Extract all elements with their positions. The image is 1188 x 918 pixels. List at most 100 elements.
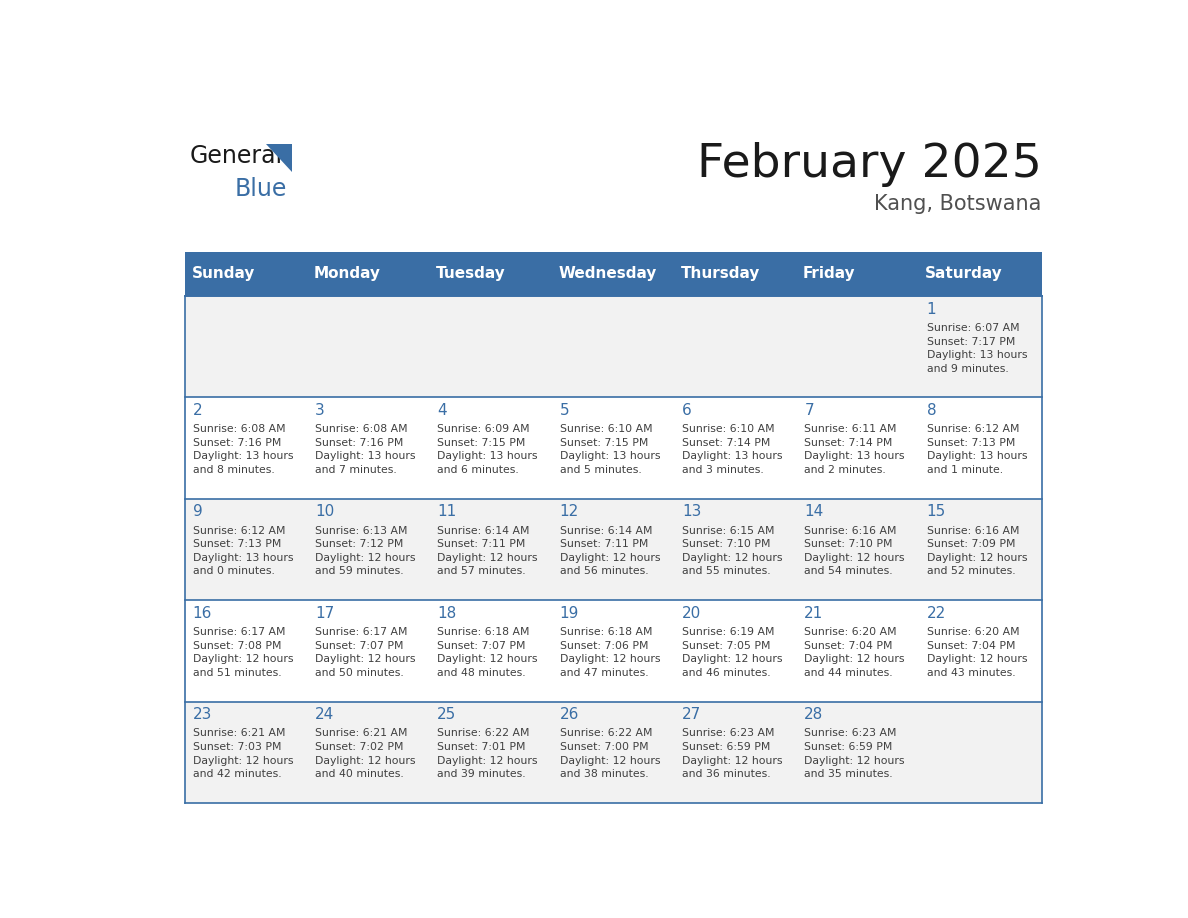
Text: 7: 7	[804, 403, 814, 418]
Text: 5: 5	[560, 403, 569, 418]
Text: General: General	[190, 144, 283, 168]
Text: 21: 21	[804, 606, 823, 621]
Bar	[308, 397, 430, 498]
Bar	[430, 701, 552, 803]
Text: 27: 27	[682, 707, 701, 722]
Text: 1: 1	[927, 302, 936, 317]
Bar	[920, 297, 1042, 397]
Text: Sunday: Sunday	[191, 266, 254, 281]
Text: Thursday: Thursday	[681, 266, 760, 281]
Bar	[675, 701, 797, 803]
Text: 22: 22	[927, 606, 946, 621]
Text: Sunrise: 6:21 AM
Sunset: 7:03 PM
Daylight: 12 hours
and 42 minutes.: Sunrise: 6:21 AM Sunset: 7:03 PM Dayligh…	[192, 728, 293, 779]
Bar	[920, 600, 1042, 701]
Bar	[675, 252, 797, 297]
Bar	[430, 600, 552, 701]
Bar	[430, 397, 552, 498]
Text: 6: 6	[682, 403, 691, 418]
Bar	[308, 600, 430, 701]
Text: Wednesday: Wednesday	[558, 266, 657, 281]
Bar	[920, 252, 1042, 297]
Text: Sunrise: 6:12 AM
Sunset: 7:13 PM
Daylight: 13 hours
and 0 minutes.: Sunrise: 6:12 AM Sunset: 7:13 PM Dayligh…	[192, 526, 293, 577]
Text: Sunrise: 6:11 AM
Sunset: 7:14 PM
Daylight: 13 hours
and 2 minutes.: Sunrise: 6:11 AM Sunset: 7:14 PM Dayligh…	[804, 424, 905, 476]
Bar	[675, 297, 797, 397]
Bar	[552, 297, 675, 397]
Bar	[797, 498, 920, 600]
Bar	[675, 600, 797, 701]
Bar	[552, 397, 675, 498]
Text: Sunrise: 6:17 AM
Sunset: 7:07 PM
Daylight: 12 hours
and 50 minutes.: Sunrise: 6:17 AM Sunset: 7:07 PM Dayligh…	[315, 627, 416, 677]
Text: 2: 2	[192, 403, 202, 418]
Text: 15: 15	[927, 505, 946, 520]
Text: 17: 17	[315, 606, 334, 621]
Bar	[430, 297, 552, 397]
Bar	[552, 701, 675, 803]
Text: Sunrise: 6:10 AM
Sunset: 7:14 PM
Daylight: 13 hours
and 3 minutes.: Sunrise: 6:10 AM Sunset: 7:14 PM Dayligh…	[682, 424, 783, 476]
Bar	[552, 600, 675, 701]
Text: Tuesday: Tuesday	[436, 266, 506, 281]
Text: Sunrise: 6:07 AM
Sunset: 7:17 PM
Daylight: 13 hours
and 9 minutes.: Sunrise: 6:07 AM Sunset: 7:17 PM Dayligh…	[927, 323, 1028, 374]
Text: Sunrise: 6:10 AM
Sunset: 7:15 PM
Daylight: 13 hours
and 5 minutes.: Sunrise: 6:10 AM Sunset: 7:15 PM Dayligh…	[560, 424, 661, 476]
Text: 3: 3	[315, 403, 324, 418]
Text: Sunrise: 6:22 AM
Sunset: 7:00 PM
Daylight: 12 hours
and 38 minutes.: Sunrise: 6:22 AM Sunset: 7:00 PM Dayligh…	[560, 728, 661, 779]
Text: Sunrise: 6:20 AM
Sunset: 7:04 PM
Daylight: 12 hours
and 44 minutes.: Sunrise: 6:20 AM Sunset: 7:04 PM Dayligh…	[804, 627, 905, 677]
Text: Sunrise: 6:23 AM
Sunset: 6:59 PM
Daylight: 12 hours
and 36 minutes.: Sunrise: 6:23 AM Sunset: 6:59 PM Dayligh…	[682, 728, 783, 779]
Bar	[308, 252, 430, 297]
Text: Sunrise: 6:23 AM
Sunset: 6:59 PM
Daylight: 12 hours
and 35 minutes.: Sunrise: 6:23 AM Sunset: 6:59 PM Dayligh…	[804, 728, 905, 779]
Bar	[185, 252, 308, 297]
Bar	[797, 701, 920, 803]
Bar	[308, 701, 430, 803]
Bar	[675, 397, 797, 498]
Text: Sunrise: 6:22 AM
Sunset: 7:01 PM
Daylight: 12 hours
and 39 minutes.: Sunrise: 6:22 AM Sunset: 7:01 PM Dayligh…	[437, 728, 538, 779]
Bar	[185, 397, 308, 498]
Text: Sunrise: 6:20 AM
Sunset: 7:04 PM
Daylight: 12 hours
and 43 minutes.: Sunrise: 6:20 AM Sunset: 7:04 PM Dayligh…	[927, 627, 1028, 677]
Text: 4: 4	[437, 403, 447, 418]
Text: Friday: Friday	[803, 266, 855, 281]
Text: 12: 12	[560, 505, 579, 520]
Bar	[185, 297, 308, 397]
Bar	[185, 600, 308, 701]
Bar	[185, 701, 308, 803]
Text: 20: 20	[682, 606, 701, 621]
Text: 11: 11	[437, 505, 456, 520]
Text: 9: 9	[192, 505, 202, 520]
Bar	[797, 252, 920, 297]
Text: Sunrise: 6:12 AM
Sunset: 7:13 PM
Daylight: 13 hours
and 1 minute.: Sunrise: 6:12 AM Sunset: 7:13 PM Dayligh…	[927, 424, 1028, 476]
Text: Kang, Botswana: Kang, Botswana	[874, 194, 1042, 214]
Bar	[920, 498, 1042, 600]
Text: 23: 23	[192, 707, 213, 722]
Bar	[920, 397, 1042, 498]
Bar	[675, 498, 797, 600]
Bar	[920, 701, 1042, 803]
Text: 16: 16	[192, 606, 213, 621]
Text: Sunrise: 6:16 AM
Sunset: 7:09 PM
Daylight: 12 hours
and 52 minutes.: Sunrise: 6:16 AM Sunset: 7:09 PM Dayligh…	[927, 526, 1028, 577]
Text: 13: 13	[682, 505, 701, 520]
Text: 14: 14	[804, 505, 823, 520]
Bar	[308, 498, 430, 600]
Text: 24: 24	[315, 707, 334, 722]
Bar	[430, 498, 552, 600]
Bar	[552, 498, 675, 600]
Text: 10: 10	[315, 505, 334, 520]
Text: Sunrise: 6:08 AM
Sunset: 7:16 PM
Daylight: 13 hours
and 8 minutes.: Sunrise: 6:08 AM Sunset: 7:16 PM Dayligh…	[192, 424, 293, 476]
Text: 18: 18	[437, 606, 456, 621]
Text: Sunrise: 6:13 AM
Sunset: 7:12 PM
Daylight: 12 hours
and 59 minutes.: Sunrise: 6:13 AM Sunset: 7:12 PM Dayligh…	[315, 526, 416, 577]
Bar	[308, 297, 430, 397]
Text: Sunrise: 6:19 AM
Sunset: 7:05 PM
Daylight: 12 hours
and 46 minutes.: Sunrise: 6:19 AM Sunset: 7:05 PM Dayligh…	[682, 627, 783, 677]
Bar	[797, 297, 920, 397]
Text: 28: 28	[804, 707, 823, 722]
Text: Sunrise: 6:14 AM
Sunset: 7:11 PM
Daylight: 12 hours
and 56 minutes.: Sunrise: 6:14 AM Sunset: 7:11 PM Dayligh…	[560, 526, 661, 577]
Text: Sunrise: 6:18 AM
Sunset: 7:07 PM
Daylight: 12 hours
and 48 minutes.: Sunrise: 6:18 AM Sunset: 7:07 PM Dayligh…	[437, 627, 538, 677]
Text: Sunrise: 6:09 AM
Sunset: 7:15 PM
Daylight: 13 hours
and 6 minutes.: Sunrise: 6:09 AM Sunset: 7:15 PM Dayligh…	[437, 424, 538, 476]
Bar	[797, 397, 920, 498]
Bar	[430, 252, 552, 297]
Text: Sunrise: 6:14 AM
Sunset: 7:11 PM
Daylight: 12 hours
and 57 minutes.: Sunrise: 6:14 AM Sunset: 7:11 PM Dayligh…	[437, 526, 538, 577]
Text: Blue: Blue	[234, 177, 286, 201]
Text: Sunrise: 6:17 AM
Sunset: 7:08 PM
Daylight: 12 hours
and 51 minutes.: Sunrise: 6:17 AM Sunset: 7:08 PM Dayligh…	[192, 627, 293, 677]
Bar	[185, 498, 308, 600]
Text: February 2025: February 2025	[696, 142, 1042, 187]
Text: Monday: Monday	[314, 266, 381, 281]
Text: Sunrise: 6:18 AM
Sunset: 7:06 PM
Daylight: 12 hours
and 47 minutes.: Sunrise: 6:18 AM Sunset: 7:06 PM Dayligh…	[560, 627, 661, 677]
Text: 25: 25	[437, 707, 456, 722]
Text: Sunrise: 6:21 AM
Sunset: 7:02 PM
Daylight: 12 hours
and 40 minutes.: Sunrise: 6:21 AM Sunset: 7:02 PM Dayligh…	[315, 728, 416, 779]
